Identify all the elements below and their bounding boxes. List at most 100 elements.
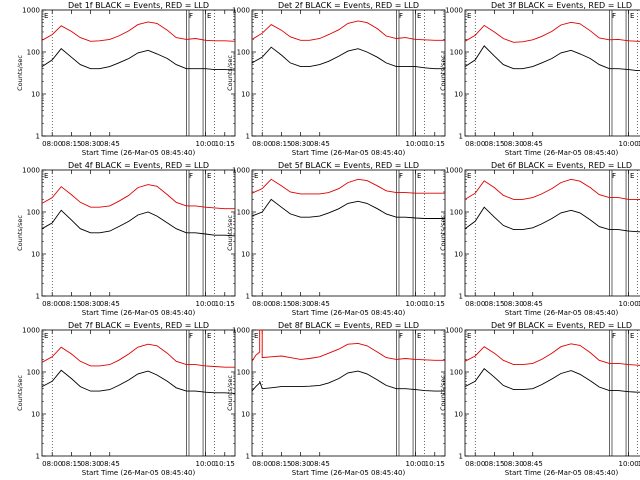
x-tick-label: 08:00 — [252, 460, 272, 468]
y-tick-label: 1000 — [232, 327, 250, 335]
event-label: F — [399, 12, 403, 20]
plot-frame — [41, 169, 236, 297]
x-tick-label: 10:15 — [425, 460, 445, 468]
x-tick-label: 08:45 — [310, 460, 330, 468]
x-tick-label: 10:00 — [619, 140, 639, 148]
y-tick-label: 100 — [450, 369, 463, 377]
x-tick-label: 10:00 — [406, 140, 426, 148]
x-tick-label: 08:30 — [290, 140, 310, 148]
panel-9: Det 9f BLACK = Events, RED = LLD E F E 1 10 10… — [439, 321, 640, 477]
x-tick-label: 10:00 — [406, 460, 426, 468]
y-tick-label: 100 — [237, 209, 250, 217]
x-tick-label: 08:45 — [310, 140, 330, 148]
x-axis-label: Start Time (26-Mar-05 08:45:40) — [505, 309, 619, 317]
y-tick-label: 1000 — [445, 327, 463, 335]
event-label: F — [399, 332, 403, 340]
event-label: E — [44, 172, 48, 180]
events-series-line — [464, 206, 640, 233]
y-tick-label: 100 — [450, 209, 463, 217]
plot-frame — [251, 329, 446, 457]
x-axis-label: Start Time (26-Mar-05 08:45:40) — [505, 149, 619, 157]
panel-5: Det 5f BLACK = Events, RED = LLD E F E 1 10 10… — [226, 161, 446, 317]
x-tick-label: 10:15 — [638, 300, 640, 308]
y-tick-label: 100 — [450, 49, 463, 57]
events-series-line — [251, 46, 445, 70]
y-tick-label: 100 — [27, 209, 40, 217]
event-label: E — [630, 172, 634, 180]
y-tick-label: 1000 — [445, 167, 463, 175]
event-label: F — [189, 172, 193, 180]
y-tick-label: 10 — [454, 411, 463, 419]
x-tick-label: 08:30 — [80, 460, 100, 468]
lld-series-line — [41, 343, 235, 368]
x-tick-label: 08:15 — [61, 140, 81, 148]
x-tick-label: 10:15 — [215, 140, 235, 148]
x-tick-label: 08:15 — [271, 300, 291, 308]
x-tick-label: 08:45 — [100, 460, 120, 468]
x-tick-label: 08:45 — [523, 460, 543, 468]
plot-frame — [41, 329, 236, 457]
x-tick-label: 08:30 — [80, 300, 100, 308]
x-tick-label: 10:00 — [196, 300, 216, 308]
y-tick-label: 1 — [36, 453, 40, 461]
event-label: E — [254, 332, 258, 340]
x-tick-label: 08:15 — [484, 140, 504, 148]
panel-3: Det 3f BLACK = Events, RED = LLD E F E 1 10 10… — [439, 1, 640, 157]
panel-8: Det 8f BLACK = Events, RED = LLD E F E 1 10 10… — [226, 321, 446, 477]
plot-frame — [251, 169, 446, 297]
y-tick-label: 10 — [241, 411, 250, 419]
lld-series-line — [464, 343, 640, 366]
events-series-line — [464, 368, 640, 393]
y-tick-label: 1000 — [22, 167, 40, 175]
y-axis-label: Counts/sec — [16, 55, 24, 91]
x-tick-label: 08:00 — [42, 460, 62, 468]
x-tick-label: 08:30 — [290, 300, 310, 308]
x-tick-label: 08:45 — [100, 300, 120, 308]
y-tick-label: 10 — [31, 91, 40, 99]
y-axis-label: Counts/sec — [226, 215, 234, 251]
event-label: E — [467, 172, 471, 180]
panel-title: Det 4f BLACK = Events, RED = LLD — [68, 161, 209, 170]
y-tick-label: 1 — [459, 293, 463, 301]
event-label: E — [417, 332, 421, 340]
x-tick-label: 10:15 — [638, 460, 640, 468]
y-tick-label: 10 — [31, 251, 40, 259]
panel-7: Det 7f BLACK = Events, RED = LLD E F E 1 10 10… — [16, 321, 236, 477]
y-tick-label: 100 — [27, 369, 40, 377]
y-tick-label: 1 — [36, 133, 40, 141]
lld-series-line — [464, 178, 640, 200]
event-label: E — [417, 12, 421, 20]
x-tick-label: 08:45 — [523, 140, 543, 148]
y-tick-label: 1 — [459, 453, 463, 461]
events-series-line — [41, 209, 236, 237]
events-series-line — [41, 48, 236, 71]
x-tick-label: 08:15 — [61, 460, 81, 468]
y-tick-label: 1000 — [22, 327, 40, 335]
y-axis-label: Counts/sec — [439, 375, 447, 411]
x-tick-label: 08:45 — [100, 140, 120, 148]
x-tick-label: 10:00 — [196, 140, 216, 148]
event-label: E — [207, 172, 211, 180]
x-tick-label: 10:00 — [406, 300, 426, 308]
y-tick-label: 100 — [237, 49, 250, 57]
panel-title: Det 1f BLACK = Events, RED = LLD — [68, 1, 209, 10]
x-tick-label: 08:15 — [484, 460, 504, 468]
panel-title: Det 6f BLACK = Events, RED = LLD — [491, 161, 632, 170]
y-tick-label: 10 — [454, 91, 463, 99]
y-tick-label: 10 — [241, 251, 250, 259]
x-axis-label: Start Time (26-Mar-05 08:45:40) — [505, 469, 619, 477]
x-tick-label: 08:30 — [80, 140, 100, 148]
lld-series-line — [251, 178, 445, 195]
event-label: F — [612, 172, 616, 180]
panel-title: Det 8f BLACK = Events, RED = LLD — [278, 321, 419, 330]
lld-series-line — [464, 21, 640, 43]
plot-frame — [464, 169, 640, 297]
event-label: F — [612, 332, 616, 340]
x-tick-label: 08:45 — [310, 300, 330, 308]
x-tick-label: 08:30 — [503, 460, 523, 468]
x-tick-label: 08:00 — [465, 140, 485, 148]
event-label: E — [254, 172, 258, 180]
lld-series-line — [41, 184, 235, 210]
y-tick-label: 1000 — [22, 7, 40, 15]
x-tick-label: 08:30 — [503, 140, 523, 148]
